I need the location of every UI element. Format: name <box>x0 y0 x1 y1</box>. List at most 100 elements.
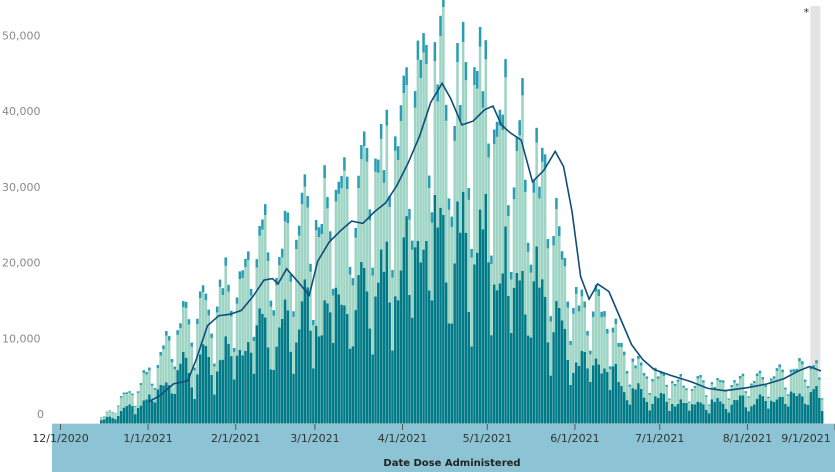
bar-segment <box>764 400 767 424</box>
bar-segment <box>303 174 307 187</box>
bar-segment <box>600 373 603 424</box>
bar-segment <box>583 351 586 424</box>
bar-segment <box>179 363 182 424</box>
bar-segment <box>492 144 496 285</box>
bar-segment <box>546 342 550 424</box>
x-tick-label: 12/1/2020 <box>32 432 88 445</box>
bar-segment <box>286 223 290 311</box>
bar-segment <box>159 384 162 424</box>
bar-segment <box>289 274 292 282</box>
bar-segment <box>631 358 635 362</box>
bar-segment <box>529 272 533 338</box>
bar-segment <box>512 287 516 424</box>
bar-segment <box>642 373 646 376</box>
bar-segment <box>261 219 264 230</box>
bar-segment <box>272 315 276 370</box>
bar-segment <box>665 384 668 387</box>
bar-segment <box>767 398 770 409</box>
bar-segment <box>769 400 773 424</box>
bar-segment <box>179 328 182 364</box>
bar-segment <box>425 63 428 241</box>
bar-segment <box>507 205 510 217</box>
bar-segment <box>504 226 507 424</box>
bar-segment <box>422 52 425 250</box>
bar-segment <box>563 328 567 424</box>
bar-segment <box>187 372 191 424</box>
bar-segment <box>111 411 114 413</box>
bar-segment <box>693 404 697 424</box>
bar-segment <box>529 337 533 424</box>
bar-segment <box>377 159 380 173</box>
bar-segment <box>170 393 174 424</box>
bar-segment <box>744 407 748 424</box>
bar-segment <box>716 397 719 424</box>
bar-segment <box>642 397 646 424</box>
bar-segment <box>207 356 210 424</box>
bar-segment <box>818 397 821 424</box>
bar-segment <box>704 395 708 397</box>
bar-segment <box>775 399 779 424</box>
bar-segment <box>603 311 606 317</box>
bar-segment <box>524 314 527 424</box>
bar-segment <box>413 107 417 248</box>
bar-segment <box>501 273 504 424</box>
bar-segment <box>648 393 651 395</box>
bar-segment <box>295 342 298 424</box>
bar-segment <box>136 392 140 408</box>
bar-segment <box>526 242 530 252</box>
bar-segment <box>122 394 126 408</box>
bar-segment <box>218 360 222 424</box>
bar-segment <box>139 383 143 386</box>
bar-segment <box>196 324 199 375</box>
bar-segment <box>227 343 230 424</box>
bar-segment <box>557 307 561 424</box>
bar-segment <box>769 380 773 401</box>
bar-segment <box>221 359 225 424</box>
bar-segment <box>620 342 623 347</box>
bar-segment <box>628 384 632 387</box>
bar-segment <box>176 334 179 371</box>
bar-segment <box>637 355 640 360</box>
bar-segment <box>470 248 473 258</box>
bar-segment <box>283 221 287 300</box>
bar-segment <box>685 388 688 391</box>
bar-segment <box>388 302 391 424</box>
bar-segment <box>165 382 168 424</box>
bar-segment <box>806 385 810 388</box>
bar-segment <box>736 385 739 401</box>
bar-segment <box>803 403 807 424</box>
x-tick-label: 5/1/2021 <box>463 432 512 445</box>
bar-segment <box>546 239 550 249</box>
bar-segment <box>334 189 338 202</box>
bar-segment <box>261 313 264 424</box>
bar-segment <box>331 288 335 296</box>
bar-segment <box>569 384 572 424</box>
bar-segment <box>509 271 513 280</box>
bar-segment <box>645 378 649 402</box>
bar-segment <box>215 312 219 372</box>
bar-segment <box>665 401 668 424</box>
bar-segment <box>394 136 397 151</box>
bar-segment <box>399 121 403 271</box>
bar-segment <box>371 267 374 276</box>
bar-segment <box>696 376 700 379</box>
bar-segment <box>266 252 270 261</box>
bar-segment <box>543 296 547 424</box>
bar-segment <box>278 257 281 266</box>
bar-segment <box>476 70 479 89</box>
bar-segment <box>583 307 586 352</box>
bar-segment <box>182 307 185 352</box>
bar-segment <box>139 385 143 406</box>
bar-segment <box>541 279 544 424</box>
bar-segment <box>232 379 236 424</box>
bar-segment <box>591 365 595 424</box>
bar-segment <box>227 284 230 292</box>
bar-segment <box>334 287 338 424</box>
bar-segment <box>521 95 524 271</box>
bar-segment <box>329 312 332 424</box>
bar-segment <box>292 311 295 317</box>
bar-segment <box>563 266 567 329</box>
bar-segment <box>693 387 697 405</box>
bar-segment <box>467 199 471 312</box>
bar-segment <box>142 400 145 424</box>
